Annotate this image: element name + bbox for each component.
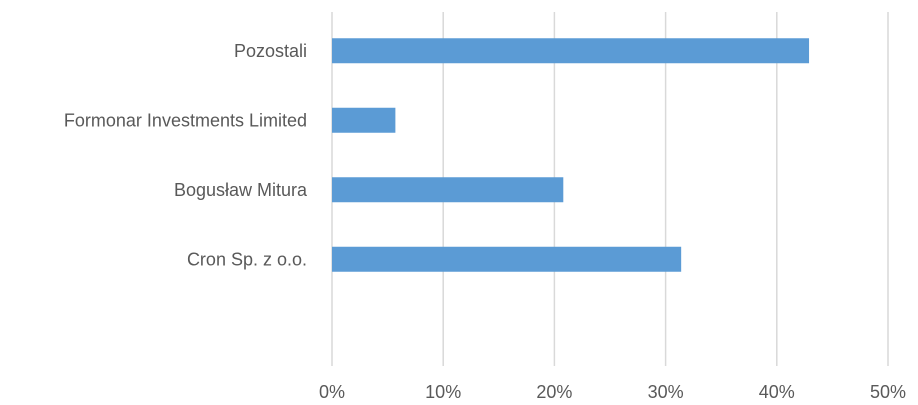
x-tick-label: 40%: [759, 382, 795, 402]
category-label: Cron Sp. z o.o.: [187, 249, 307, 269]
category-labels: Pozostali Formonar Investments Limited Bog…: [64, 41, 308, 270]
x-tick-label: 30%: [648, 382, 684, 402]
bar-layer: [332, 38, 810, 272]
bar-2: [332, 177, 564, 203]
x-tick-label: 10%: [425, 382, 461, 402]
x-tick-label: 20%: [536, 382, 572, 402]
x-tick-labels: 0% 10% 20% 30% 40% 50%: [319, 382, 906, 402]
bar-0: [332, 38, 810, 64]
x-tick-label: 0%: [319, 382, 345, 402]
category-label: Bogusław Mitura: [174, 180, 308, 200]
category-label: Formonar Investments Limited: [64, 110, 307, 130]
category-label: Pozostali: [234, 41, 307, 61]
bar-3: [332, 246, 682, 272]
x-tick-label: 50%: [870, 382, 906, 402]
bar-1: [332, 107, 396, 133]
